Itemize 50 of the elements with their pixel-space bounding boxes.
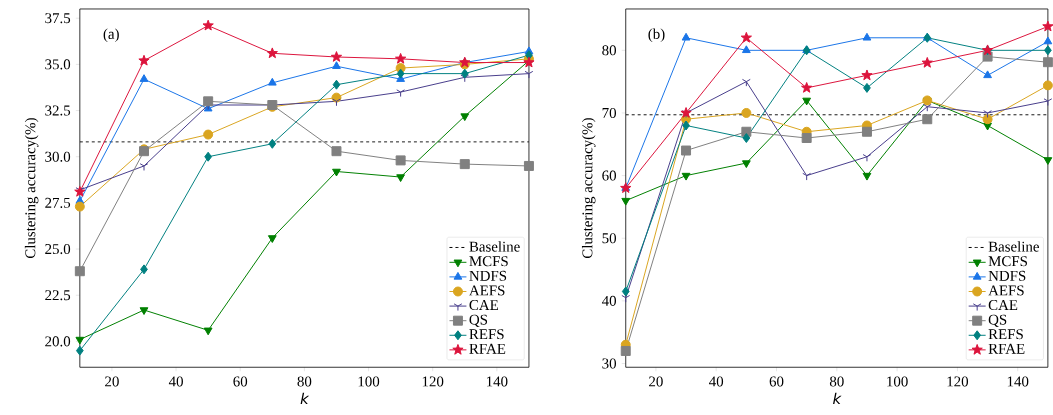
- y-tick-label: 27.5: [45, 197, 71, 208]
- legend-label: AEFS: [988, 285, 1024, 296]
- y-tick-label: 60: [602, 170, 617, 181]
- x-tick-label: 40: [168, 376, 183, 387]
- x-axis-title: k: [300, 392, 310, 404]
- legend-label: MCFS: [469, 256, 508, 267]
- x-tick-label: 100: [887, 376, 908, 387]
- x-tick-label: 40: [709, 376, 724, 387]
- annotation: (b): [648, 28, 665, 42]
- y-tick-label: 80: [602, 45, 617, 56]
- y-tick-label: 30: [602, 358, 617, 369]
- y-axis-title: Clustering accuracy(%): [581, 118, 596, 259]
- y-tick-label: 50: [602, 233, 617, 244]
- annotation: (a): [103, 28, 119, 42]
- x-tick-label: 100: [358, 376, 380, 387]
- x-tick-label: 80: [829, 376, 844, 387]
- y-tick-label: 32.5: [45, 105, 71, 116]
- legend-label: AEFS: [469, 285, 505, 296]
- legend-label: Baseline: [988, 241, 1039, 252]
- legend-label: Baseline: [469, 241, 520, 252]
- legend-label: REFS: [988, 329, 1023, 340]
- x-tick-label: 120: [947, 376, 969, 387]
- y-tick-label: 22.5: [45, 290, 71, 301]
- legend-label: QS: [988, 314, 1007, 327]
- legend-label: RFAE: [469, 343, 506, 354]
- y-tick-label: 37.5: [45, 13, 71, 24]
- x-axis-title: k: [833, 392, 842, 404]
- legend-label: NDFS: [469, 270, 507, 281]
- legend-label: CAE: [988, 299, 1018, 310]
- legend-label: RFAE: [988, 343, 1025, 354]
- legend-label: REFS: [469, 329, 504, 340]
- x-tick-label: 80: [297, 376, 312, 387]
- legend-label: QS: [469, 314, 488, 327]
- legend-label: NDFS: [988, 270, 1026, 281]
- legend-label: MCFS: [988, 256, 1027, 267]
- y-tick-label: 25.0: [45, 243, 71, 255]
- x-tick-label: 120: [422, 376, 444, 387]
- x-tick-label: 20: [649, 376, 663, 387]
- legend-label: CAE: [469, 299, 498, 310]
- x-tick-label: 60: [769, 376, 784, 387]
- x-tick-label: 140: [1007, 376, 1029, 387]
- y-tick-label: 35.0: [45, 59, 71, 70]
- y-tick-label: 70: [602, 107, 617, 118]
- y-axis-title: Clustering accuracy(%): [24, 118, 39, 259]
- x-tick-label: 20: [105, 376, 119, 387]
- y-tick-label: 40: [601, 295, 617, 306]
- x-tick-label: 60: [233, 376, 248, 387]
- y-tick-label: 20.0: [45, 336, 71, 347]
- x-tick-label: 140: [486, 376, 508, 387]
- y-tick-label: 30.0: [45, 151, 71, 162]
